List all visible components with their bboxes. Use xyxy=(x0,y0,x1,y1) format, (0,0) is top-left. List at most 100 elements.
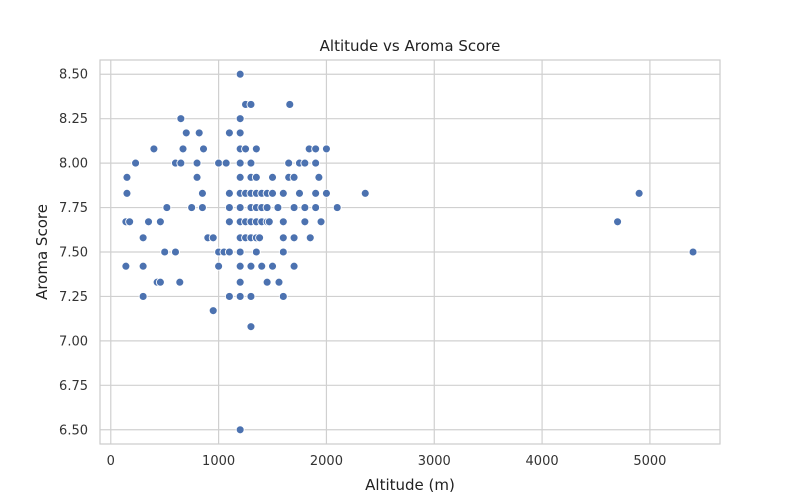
scatter-point xyxy=(235,69,245,79)
scatter-point xyxy=(149,144,159,154)
scatter-point xyxy=(268,261,277,271)
y-tick-label: 7.50 xyxy=(59,246,88,261)
x-tick-label: 4000 xyxy=(526,454,559,469)
scatter-point xyxy=(224,217,234,227)
scatter-point xyxy=(321,188,331,198)
chart-title: Altitude vs Aroma Score xyxy=(320,37,501,55)
x-tick-label: 5000 xyxy=(633,454,666,469)
scatter-point xyxy=(131,158,141,168)
scatter-point xyxy=(262,203,272,213)
scatter-point xyxy=(122,172,132,182)
y-tick-labels: 6.50 6.75 7.00 7.25 7.50 7.75 8.00 8.25 8.50 xyxy=(59,68,88,439)
scatter-point xyxy=(235,128,245,138)
scatter-point xyxy=(278,247,288,257)
scatter-point xyxy=(262,277,272,287)
x-tick-labels: 0 1000 2000 3000 4000 5000 xyxy=(107,454,667,469)
scatter-point xyxy=(138,233,148,243)
scatter-point xyxy=(300,217,310,227)
gridlines xyxy=(100,60,720,444)
scatter-point xyxy=(246,99,256,109)
scatter-point xyxy=(171,247,180,257)
scatter-point xyxy=(246,158,256,168)
scatter-point xyxy=(289,203,299,213)
scatter-point xyxy=(278,233,288,243)
scatter-point xyxy=(360,188,370,198)
scatter-point xyxy=(224,291,234,301)
plot-frame xyxy=(99,59,721,445)
scatter-point xyxy=(155,277,165,287)
scatter-point xyxy=(208,233,218,243)
scatter-point xyxy=(214,158,224,168)
scatter-point xyxy=(246,322,256,332)
scatter-point xyxy=(235,291,245,301)
data-points xyxy=(121,69,698,435)
scatter-point xyxy=(613,217,623,227)
scatter-point xyxy=(246,291,256,301)
scatter-point xyxy=(176,114,186,124)
scatter-point xyxy=(251,144,261,154)
scatter-point xyxy=(197,203,207,213)
scatter-point xyxy=(178,144,188,154)
scatter-point xyxy=(224,247,234,257)
scatter-point xyxy=(125,217,135,227)
x-tick-label: 1000 xyxy=(202,454,235,469)
y-tick-label: 6.75 xyxy=(59,379,88,394)
scatter-point xyxy=(235,261,245,271)
scatter-point xyxy=(160,247,170,257)
scatter-point xyxy=(321,144,331,154)
y-tick-label: 7.75 xyxy=(59,201,88,216)
scatter-point xyxy=(311,144,321,154)
scatter-point xyxy=(274,277,284,287)
scatter-point xyxy=(224,203,234,213)
scatter-point xyxy=(278,217,288,227)
scatter-point xyxy=(332,203,342,213)
scatter-point xyxy=(264,217,274,227)
scatter-point xyxy=(194,128,204,138)
y-tick-label: 8.50 xyxy=(59,68,88,83)
scatter-point xyxy=(144,217,153,227)
scatter-point xyxy=(305,233,315,243)
scatter-point xyxy=(634,188,644,198)
scatter-point xyxy=(268,172,277,182)
scatter-point xyxy=(257,261,267,271)
scatter-point xyxy=(155,217,165,227)
scatter-point xyxy=(284,158,294,168)
scatter-point xyxy=(224,188,234,198)
scatter-point xyxy=(138,291,148,301)
y-tick-label: 7.00 xyxy=(59,334,88,349)
scatter-point xyxy=(314,172,324,182)
scatter-point xyxy=(235,172,245,182)
scatter-point xyxy=(316,217,326,227)
y-tick-label: 6.50 xyxy=(59,423,88,438)
scatter-point xyxy=(162,203,172,213)
scatter-point xyxy=(300,158,310,168)
scatter-point xyxy=(221,158,231,168)
y-tick-label: 7.25 xyxy=(59,290,88,305)
scatter-point xyxy=(208,306,218,316)
scatter-point xyxy=(235,425,245,435)
scatter-point xyxy=(197,188,207,198)
scatter-point xyxy=(311,203,321,213)
scatter-point xyxy=(285,99,295,109)
scatter-point xyxy=(175,277,185,287)
scatter-point xyxy=(199,144,208,154)
scatter-point xyxy=(235,158,245,168)
scatter-point xyxy=(241,144,251,154)
scatter-point xyxy=(251,172,261,182)
x-tick-label: 2000 xyxy=(310,454,343,469)
y-tick-label: 8.25 xyxy=(59,112,88,127)
scatter-point xyxy=(251,247,261,257)
scatter-point xyxy=(138,261,148,271)
scatter-point xyxy=(295,188,304,198)
scatter-point xyxy=(121,261,131,271)
scatter-point xyxy=(181,128,191,138)
scatter-point xyxy=(273,203,283,213)
scatter-point xyxy=(311,188,321,198)
scatter-point xyxy=(255,233,265,243)
scatter-point xyxy=(176,158,186,168)
scatter-point xyxy=(122,188,132,198)
scatter-point xyxy=(235,203,245,213)
scatter-point xyxy=(311,158,321,168)
